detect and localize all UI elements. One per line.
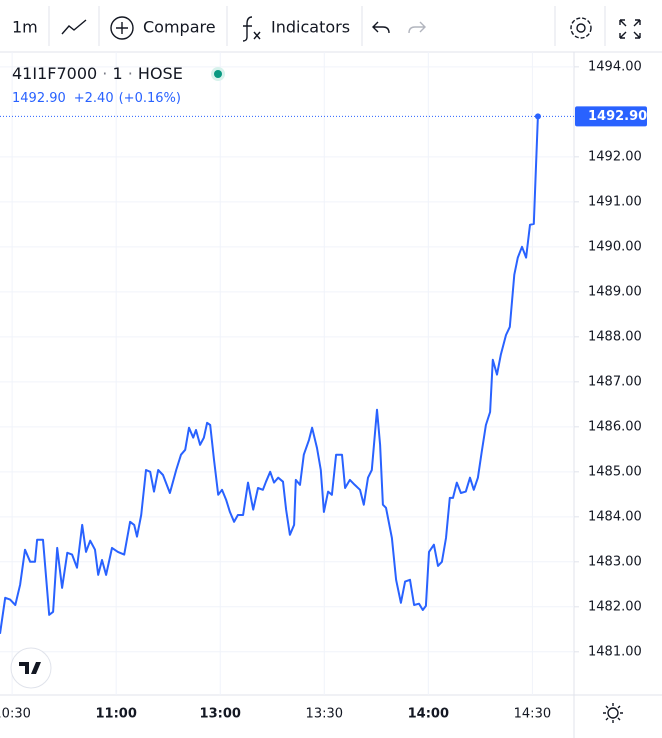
- indicators-icon[interactable]: [242, 16, 261, 42]
- toolbar: 1m Compare Indicators: [0, 6, 662, 53]
- y-tick-label: 1484.00: [588, 509, 642, 524]
- last-price-box: [575, 106, 647, 127]
- y-tick-label: 1481.00: [588, 644, 642, 659]
- y-tick-label: 1485.00: [588, 464, 642, 479]
- price-line: [0, 116, 539, 634]
- y-tick-label: 1489.00: [588, 284, 642, 299]
- legend: 41I1F7000 · 1 · HOSE 1492.90 +2.40 (+0.16%…: [12, 64, 225, 106]
- indicators-button[interactable]: Indicators: [271, 18, 350, 37]
- settings-button[interactable]: [570, 17, 592, 39]
- legend-change-percent: (+0.16%): [119, 91, 181, 106]
- y-tick-label: 1487.00: [588, 374, 642, 389]
- symbol-name: 41I1F7000: [12, 64, 97, 83]
- axis-settings[interactable]: [603, 703, 623, 723]
- interval-button[interactable]: 1m: [12, 18, 38, 37]
- tv-logo[interactable]: [10, 647, 52, 689]
- undo-button[interactable]: [372, 21, 390, 34]
- compare-button[interactable]: Compare: [143, 18, 216, 37]
- compare-icon[interactable]: [110, 16, 134, 40]
- x-tick-label: 13:00: [200, 707, 241, 722]
- x-tick-label: 14:30: [514, 707, 551, 722]
- fullscreen-button[interactable]: [619, 19, 641, 39]
- x-tick-label: 13:30: [306, 707, 343, 722]
- chart-type-button[interactable]: [61, 19, 87, 35]
- y-tick-label: 1491.00: [588, 194, 642, 209]
- symbol: 41I1F7000 · 1 · HOSE: [12, 64, 183, 83]
- y-tick-label: 1488.00: [588, 329, 642, 344]
- interval: 1: [112, 64, 122, 83]
- plot: [0, 52, 574, 695]
- y-tick-label: 1483.00: [588, 554, 642, 569]
- y-tick-label: 1492.00: [588, 149, 642, 164]
- dot: ·: [123, 64, 138, 83]
- price-legend: 1492.90 +2.40 (+0.16%): [12, 91, 181, 106]
- dot: ·: [97, 64, 112, 83]
- market-status-dot: [214, 70, 222, 78]
- legend-change: +2.40: [74, 91, 114, 106]
- exchange: HOSE: [138, 64, 183, 83]
- y-tick-label: 1490.00: [588, 239, 642, 254]
- legend-price: 1492.90: [12, 91, 66, 106]
- x-tick-label: 14:00: [408, 707, 449, 722]
- y-tick-label: 1486.00: [588, 419, 642, 434]
- x-tick-label: 10:30: [0, 707, 31, 722]
- y-tick-label: 1482.00: [588, 599, 642, 614]
- redo-button[interactable]: [408, 21, 426, 34]
- x-tick-label: 11:00: [95, 707, 136, 722]
- last-price-label: 1492.90: [588, 109, 647, 124]
- y-tick-label: 1494.00: [588, 59, 642, 74]
